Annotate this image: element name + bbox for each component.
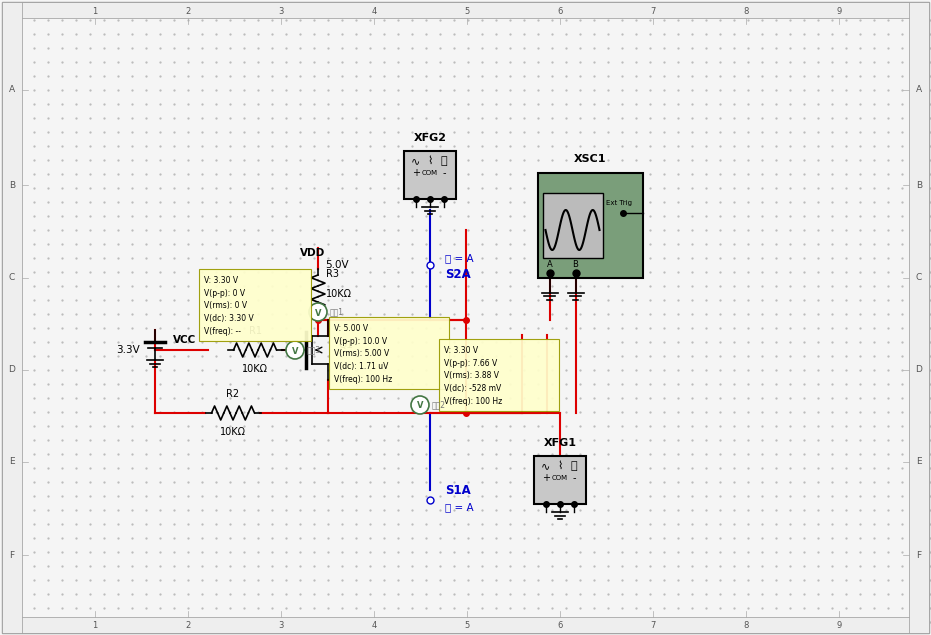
Text: V: V <box>291 347 298 356</box>
Text: V(dc): -528 mV: V(dc): -528 mV <box>444 384 501 393</box>
Text: B: B <box>9 180 15 189</box>
Bar <box>543 192 602 258</box>
Text: 键 = A: 键 = A <box>445 253 474 263</box>
Text: Q1: Q1 <box>338 340 353 350</box>
Text: 表计1: 表计1 <box>330 307 344 316</box>
Circle shape <box>286 341 304 359</box>
Text: E: E <box>916 457 922 467</box>
FancyBboxPatch shape <box>439 339 559 411</box>
Text: ⌇: ⌇ <box>558 461 562 471</box>
Text: XSC1: XSC1 <box>573 154 606 164</box>
Bar <box>534 456 586 504</box>
Text: B: B <box>573 260 578 269</box>
Text: V: V <box>315 309 321 318</box>
Text: 6: 6 <box>558 620 562 629</box>
Text: V(freq): --: V(freq): -- <box>204 327 241 336</box>
Text: ⎍: ⎍ <box>571 461 577 471</box>
Text: 7: 7 <box>651 6 655 15</box>
Circle shape <box>309 303 327 321</box>
Text: 5: 5 <box>465 620 469 629</box>
Text: 8: 8 <box>743 620 749 629</box>
Text: F: F <box>9 551 15 559</box>
Text: A: A <box>546 260 552 269</box>
Text: 表计2: 表计2 <box>432 401 446 410</box>
Text: V(dc): 1.71 uV: V(dc): 1.71 uV <box>334 362 388 371</box>
Text: R1: R1 <box>249 326 262 336</box>
Text: COM: COM <box>552 475 568 481</box>
Text: 9: 9 <box>836 620 842 629</box>
Text: V(p-p): 7.66 V: V(p-p): 7.66 V <box>444 359 497 368</box>
Text: S1A: S1A <box>445 483 471 497</box>
Text: A: A <box>916 86 922 95</box>
Bar <box>909 2 929 633</box>
Text: S2A: S2A <box>445 269 471 281</box>
Bar <box>537 173 642 277</box>
Text: 5.0V: 5.0V <box>325 260 348 270</box>
Text: 10KΩ: 10KΩ <box>326 289 352 299</box>
Text: D: D <box>8 366 16 375</box>
Text: V: 3.30 V: V: 3.30 V <box>444 346 479 355</box>
Text: 6: 6 <box>558 6 562 15</box>
Text: XFG1: XFG1 <box>544 438 576 448</box>
Text: V(rms): 3.88 V: V(rms): 3.88 V <box>444 371 499 380</box>
Text: V(dc): 3.30 V: V(dc): 3.30 V <box>204 314 254 323</box>
Text: V(rms): 0 V: V(rms): 0 V <box>204 302 247 311</box>
Text: V(rms): 5.00 V: V(rms): 5.00 V <box>334 349 389 358</box>
Text: V: V <box>417 401 424 410</box>
Text: V(p-p): 10.0 V: V(p-p): 10.0 V <box>334 337 387 345</box>
Text: ∿: ∿ <box>412 156 421 166</box>
Text: 键 = A: 键 = A <box>445 502 474 512</box>
Text: 4: 4 <box>371 6 377 15</box>
Text: Ext Trig: Ext Trig <box>605 199 631 206</box>
Text: ∿: ∿ <box>541 461 551 471</box>
Text: 3: 3 <box>278 6 284 15</box>
Text: V(freq): 100 Hz: V(freq): 100 Hz <box>444 397 502 406</box>
Text: 8: 8 <box>743 6 749 15</box>
Text: V: 3.30 V: V: 3.30 V <box>204 276 238 285</box>
Text: R2: R2 <box>226 389 239 399</box>
Text: 表计3: 表计3 <box>307 345 321 354</box>
Bar <box>2 2 22 633</box>
Text: E: E <box>9 457 15 467</box>
Text: ⎍: ⎍ <box>440 156 447 166</box>
Bar <box>404 151 456 199</box>
Text: B: B <box>916 180 922 189</box>
FancyBboxPatch shape <box>199 269 311 341</box>
Text: 1: 1 <box>92 6 98 15</box>
Text: COM: COM <box>422 170 439 176</box>
Text: V: 5.00 V: V: 5.00 V <box>334 324 368 333</box>
Text: C: C <box>916 274 922 283</box>
Text: +: + <box>542 473 550 483</box>
Text: +: + <box>412 168 420 178</box>
Text: XFG2: XFG2 <box>413 133 447 143</box>
Text: V(freq): 100 Hz: V(freq): 100 Hz <box>334 375 392 384</box>
Text: -: - <box>442 168 446 178</box>
Text: A: A <box>9 86 15 95</box>
Text: R3: R3 <box>326 269 339 279</box>
Text: ⌇: ⌇ <box>427 156 433 166</box>
Text: -: - <box>573 473 575 483</box>
Text: 1: 1 <box>92 620 98 629</box>
Text: VDD: VDD <box>300 248 325 258</box>
Text: V(p-p): 0 V: V(p-p): 0 V <box>204 289 245 298</box>
FancyBboxPatch shape <box>329 317 449 389</box>
Text: 4: 4 <box>371 620 377 629</box>
Text: D: D <box>915 366 923 375</box>
Text: C: C <box>9 274 15 283</box>
Text: 9: 9 <box>836 6 842 15</box>
Text: 7: 7 <box>651 620 655 629</box>
Text: 5: 5 <box>465 6 469 15</box>
Text: 10KΩ: 10KΩ <box>220 427 246 437</box>
Text: 3: 3 <box>278 620 284 629</box>
Bar <box>2 617 929 633</box>
Text: 2: 2 <box>185 6 191 15</box>
Text: 10KΩ: 10KΩ <box>242 364 268 374</box>
Circle shape <box>411 396 429 414</box>
Text: 2: 2 <box>185 620 191 629</box>
Text: 3.3V: 3.3V <box>116 345 140 355</box>
Bar <box>2 2 929 18</box>
Text: VCC: VCC <box>173 335 196 345</box>
Text: F: F <box>916 551 922 559</box>
